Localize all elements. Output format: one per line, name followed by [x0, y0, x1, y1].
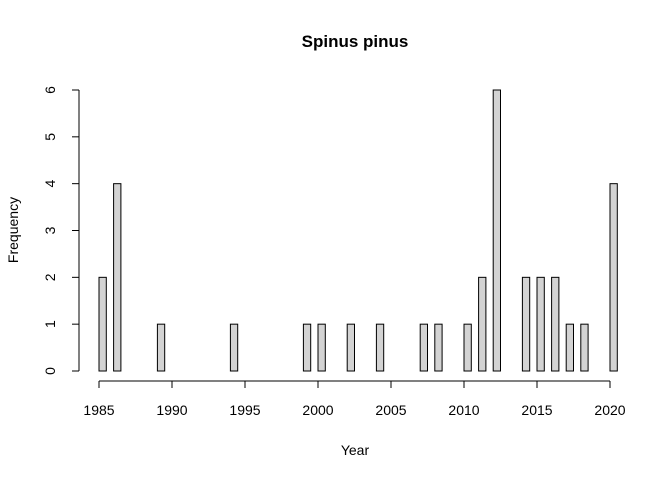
bar-2002 — [346, 323, 356, 372]
bars-group — [98, 89, 618, 372]
x-tick-label-2005: 2005 — [375, 402, 406, 418]
bar-1994 — [229, 323, 239, 372]
chart-title: Spinus pinus — [302, 32, 409, 51]
x-tick-label-2010: 2010 — [448, 402, 479, 418]
y-tick-label-3: 3 — [42, 226, 58, 234]
bar-2008 — [434, 323, 443, 372]
y-tick-label-0: 0 — [42, 367, 58, 375]
x-tick-label-1995: 1995 — [229, 402, 260, 418]
bar-2020 — [609, 183, 618, 372]
bar-2014 — [521, 276, 531, 372]
bar-2017 — [565, 323, 575, 372]
x-tick-label-2015: 2015 — [521, 402, 552, 418]
x-tick-label-1990: 1990 — [156, 402, 187, 418]
bar-1985 — [98, 276, 107, 372]
x-axis-label: Year — [341, 442, 370, 458]
bar-2018 — [580, 323, 589, 372]
y-axis-label: Frequency — [5, 197, 21, 263]
x-tick-label-2020: 2020 — [594, 402, 625, 418]
bar-2007 — [419, 323, 429, 372]
bar-1999 — [302, 323, 312, 372]
y-axis: 0 1 2 3 4 5 6 — [42, 86, 80, 375]
bar-1986 — [113, 183, 122, 372]
bar-2012 — [492, 89, 502, 372]
y-tick-label-4: 4 — [42, 180, 58, 188]
bar-2010 — [463, 323, 472, 372]
y-tick-label-1: 1 — [42, 320, 58, 328]
y-tick-label-5: 5 — [42, 133, 58, 141]
bar-2011 — [478, 276, 487, 372]
y-tick-label-6: 6 — [42, 86, 58, 94]
bar-2004 — [375, 323, 385, 372]
bar-2016 — [551, 276, 560, 372]
bar-1989 — [156, 323, 166, 372]
y-tick-label-2: 2 — [42, 273, 58, 281]
x-axis: 1985 1990 1995 2000 2005 2010 2015 2020 — [83, 380, 626, 418]
x-tick-label-2000: 2000 — [302, 402, 333, 418]
bar-2000 — [317, 323, 326, 372]
bar-2015 — [536, 276, 545, 372]
x-tick-label-1985: 1985 — [83, 402, 114, 418]
